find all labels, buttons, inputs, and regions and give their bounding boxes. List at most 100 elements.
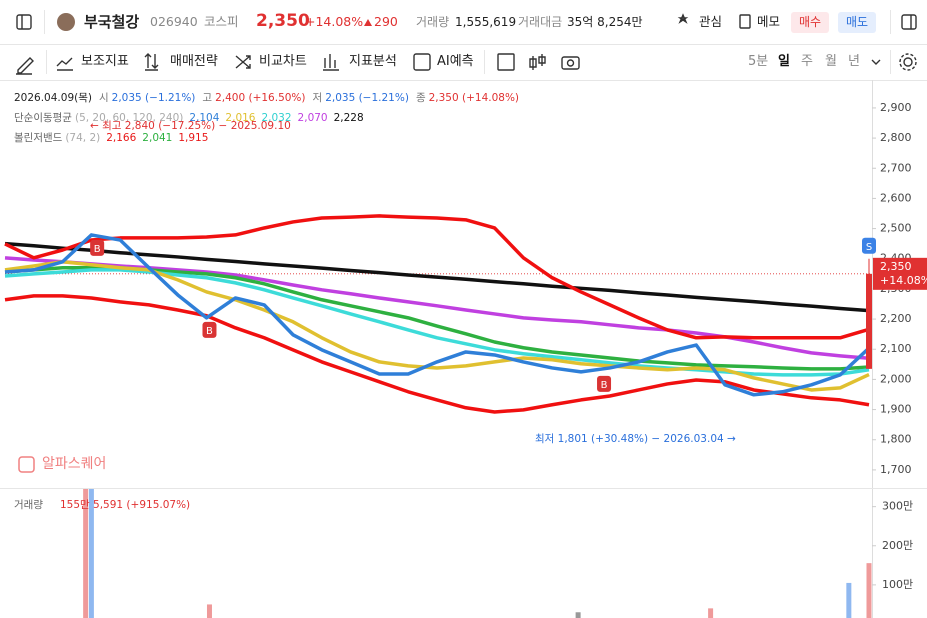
period-button[interactable]: 5분 bbox=[748, 54, 769, 69]
y-tick-label: 2,800 bbox=[880, 131, 912, 144]
indicator-params: (74, 2) bbox=[65, 132, 101, 144]
stock-code: 026940 bbox=[150, 14, 198, 29]
line bbox=[4, 214, 870, 340]
legend-line: 볼린저밴드 (74, 2) 2,166 2,041 1,915 bbox=[14, 128, 522, 148]
tool-button[interactable]: AI예측 bbox=[437, 54, 474, 69]
ohlc-value: 2,350 (+14.08%) bbox=[428, 92, 520, 104]
line bbox=[4, 266, 870, 371]
y-tick-label: 1,900 bbox=[880, 403, 912, 416]
signal-marker bbox=[597, 375, 612, 392]
memo-button[interactable]: 메모 bbox=[757, 14, 781, 29]
y-tick-label: 2,900 bbox=[880, 101, 912, 114]
ohlc-label: 종 bbox=[415, 92, 426, 104]
y-tick-label: 2,100 bbox=[880, 342, 912, 355]
candle-body bbox=[866, 273, 872, 369]
y-tick-label: 2,200 bbox=[880, 312, 912, 325]
indicator-value: 2,070 bbox=[297, 112, 328, 124]
line bbox=[4, 241, 870, 313]
change-pct: +14.08% bbox=[305, 14, 364, 29]
compare-icon[interactable] bbox=[235, 55, 251, 69]
legend-line: 단순이동평균 (5, 20, 60, 120, 240) 2,104 2,016 2,0… bbox=[14, 108, 522, 128]
ohlc-label: 시 bbox=[98, 92, 109, 104]
indicator-value: 2,104 bbox=[189, 112, 220, 124]
volume-legend-label: 거래량 bbox=[14, 499, 43, 511]
dropdown-icon[interactable] bbox=[871, 59, 881, 65]
price: 2,350 bbox=[256, 11, 310, 31]
market: 코스피 bbox=[204, 14, 239, 29]
signal-marker bbox=[202, 321, 217, 338]
signal-marker bbox=[90, 239, 105, 256]
y-tick-label: 2,700 bbox=[880, 161, 912, 174]
volume-bar bbox=[866, 563, 872, 618]
line bbox=[4, 233, 871, 397]
panel-icon[interactable] bbox=[901, 14, 917, 30]
change: 290 bbox=[374, 14, 398, 29]
ohlc-value: 2,035 (−1.21%) bbox=[111, 92, 196, 104]
volume-bar bbox=[83, 489, 89, 618]
indicator-icon[interactable] bbox=[56, 57, 73, 71]
ohlc-value: 2,400 (+16.50%) bbox=[215, 92, 306, 104]
layout-icon[interactable] bbox=[497, 53, 515, 71]
sidebar-icon[interactable] bbox=[16, 14, 32, 30]
signal-marker bbox=[862, 237, 876, 254]
volume-bar bbox=[88, 489, 94, 618]
star-icon[interactable] bbox=[677, 13, 689, 24]
volume-pane bbox=[83, 489, 872, 618]
stock-logo bbox=[57, 13, 75, 31]
memo-icon[interactable] bbox=[739, 14, 751, 29]
tool-button[interactable]: 보조지표 bbox=[81, 54, 129, 69]
stock-name: 부국철강 bbox=[84, 13, 140, 31]
strategy-icon[interactable] bbox=[144, 53, 159, 71]
volume-bar bbox=[206, 604, 212, 618]
legend: 2026.04.09(목) 시 2,035 (−1.21%) 고 2,400 (+16.… bbox=[14, 88, 522, 148]
indicator-value: 2,016 bbox=[225, 112, 256, 124]
high-annotation: ← 최고 2,840 (−17.25%) − 2025.09.10 bbox=[90, 120, 291, 132]
buy-button[interactable]: 매수 bbox=[791, 12, 830, 33]
indicator-params: (5, 20, 60, 120, 240) bbox=[74, 112, 184, 124]
period-button[interactable]: 월 bbox=[825, 54, 837, 69]
candle-icon[interactable] bbox=[529, 54, 546, 70]
price-tag bbox=[873, 257, 927, 290]
y-tick-label: 2,500 bbox=[880, 222, 912, 235]
tool-button[interactable]: 지표분석 bbox=[349, 54, 397, 69]
period-button[interactable]: 년 bbox=[848, 54, 860, 69]
volume-tick-label: 200만 bbox=[882, 539, 913, 552]
tool-button[interactable]: 비교차트 bbox=[259, 54, 307, 69]
volume: 1,555,619 bbox=[455, 15, 517, 29]
analysis-icon[interactable] bbox=[323, 54, 339, 71]
tool-button[interactable]: 매매전략 bbox=[170, 54, 218, 69]
volume-bar bbox=[575, 612, 581, 618]
period-button[interactable]: 주 bbox=[801, 54, 813, 69]
y-tick-label: 2,600 bbox=[880, 191, 912, 204]
ohlc-label: 고 bbox=[202, 92, 213, 104]
ai-icon[interactable] bbox=[413, 53, 431, 71]
ohlc-label: 저 bbox=[312, 92, 323, 104]
plot bbox=[4, 214, 872, 414]
line bbox=[4, 294, 870, 414]
volume-tick-label: 300만 bbox=[882, 500, 913, 513]
sell-button[interactable]: 매도 bbox=[838, 12, 877, 33]
ohlc-value: 2,035 (−1.21%) bbox=[325, 92, 409, 104]
indicator-value: 2,228 bbox=[333, 112, 364, 124]
indicator-label: 볼린저밴드 bbox=[14, 132, 63, 144]
camera-icon[interactable] bbox=[561, 56, 580, 70]
period-button[interactable]: 일 bbox=[778, 54, 790, 69]
watch-button[interactable]: 관심 bbox=[699, 14, 723, 29]
settings-icon[interactable] bbox=[903, 57, 913, 67]
date: 2026.04.09(목) bbox=[14, 92, 92, 104]
legend-line: 2026.04.09(목) 시 2,035 (−1.21%) 고 2,400 (+16.… bbox=[14, 88, 522, 108]
icons bbox=[16, 13, 917, 75]
volume-tick-label: 100만 bbox=[882, 578, 913, 591]
indicator-value: 2,166 bbox=[106, 132, 137, 144]
volume-bar bbox=[708, 608, 714, 618]
indicator-value: 2,041 bbox=[142, 132, 173, 144]
draw-icon[interactable] bbox=[16, 57, 34, 75]
signal-label: B bbox=[206, 326, 213, 337]
signal-label: B bbox=[601, 380, 608, 391]
y-tick-label: 2,000 bbox=[880, 372, 912, 385]
indicator-value: 2,032 bbox=[261, 112, 292, 124]
indicator-label: 단순이동평균 bbox=[14, 112, 72, 124]
line bbox=[4, 268, 870, 377]
